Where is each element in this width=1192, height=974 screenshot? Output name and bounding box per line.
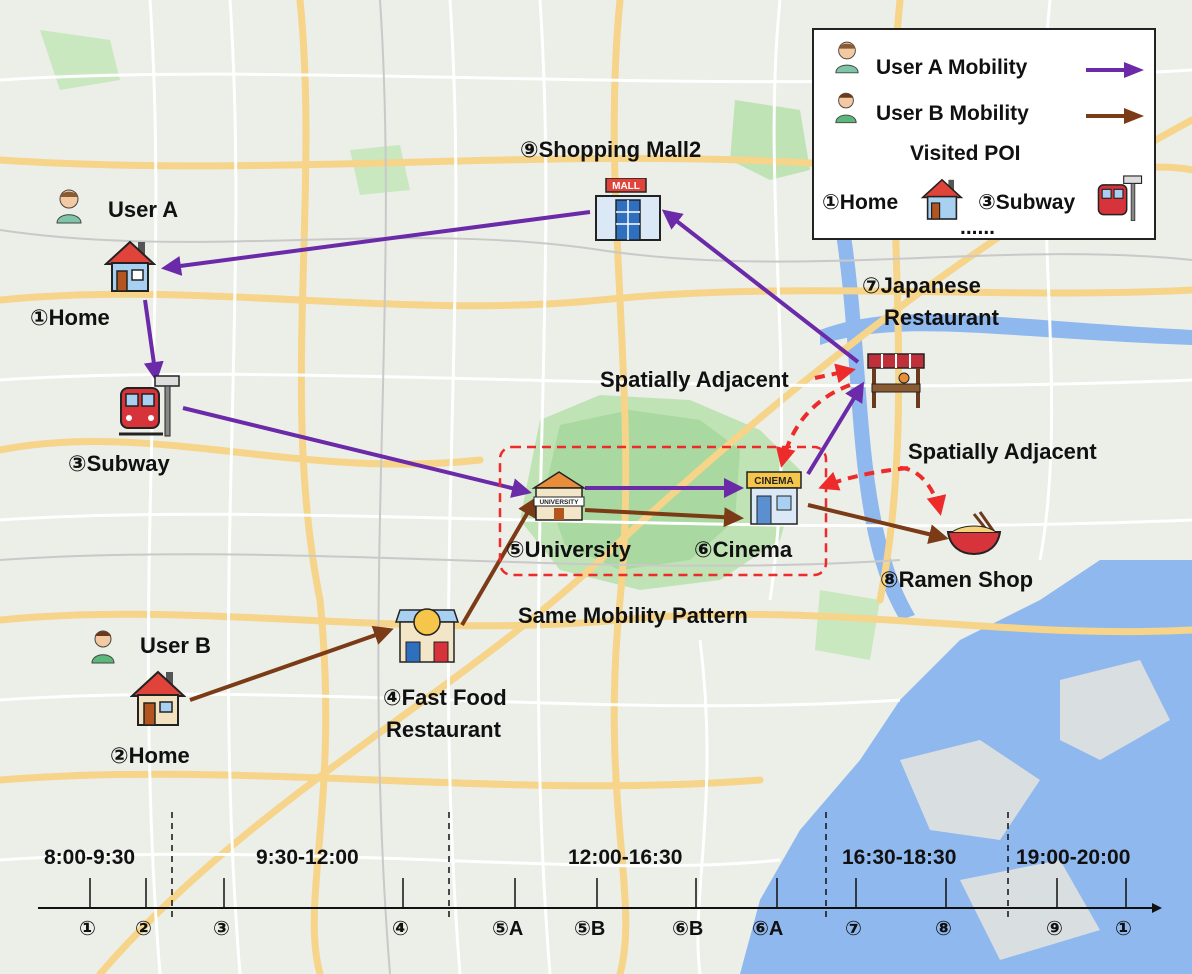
island-3 [960, 860, 1100, 960]
user-a-label: User A [108, 197, 179, 222]
tick-label: ① [79, 918, 96, 940]
poi-home-1-label: ①Home [30, 305, 110, 330]
spatially-adjacent-label-2: Spatially Adjacent [908, 439, 1097, 464]
mall-sign-text: MALL [612, 181, 640, 192]
tick-label: ⑦ [845, 918, 862, 940]
user-b-label: User B [140, 633, 211, 658]
university-icon: UNIVERSITY [531, 471, 587, 521]
poi-japanese-label-1: ⑦Japanese [862, 273, 981, 298]
user-a-legend-icon [835, 41, 859, 74]
period-3: 12:00-16:30 [568, 846, 683, 869]
cinema-icon: CINEMA [746, 471, 802, 525]
legend-subway: ③Subway [978, 191, 1076, 214]
period-5: 19:00-20:00 [1016, 846, 1131, 869]
user-a-arrow-subway-university [182, 406, 532, 498]
university-sign-text: UNIVERSITY [539, 499, 579, 506]
tick-label: ⑥B [672, 918, 704, 940]
user-b-legend-icon [835, 92, 857, 124]
home-icon [104, 240, 156, 292]
poi-fast-food-label-1: ④Fast Food [383, 685, 507, 710]
fast-food-icon [394, 608, 460, 663]
park-small-2 [815, 590, 880, 660]
user-a-arrow-mall-home [161, 210, 591, 276]
tick-label: ③ [213, 918, 230, 940]
adjacent-arrow-4 [899, 466, 947, 516]
river-2 [830, 200, 915, 620]
poi-fast-food-label-2: Restaurant [386, 717, 501, 742]
legend-user-a: User A Mobility [876, 56, 1028, 79]
period-2: 9:30-12:00 [256, 846, 359, 869]
tick-label: ⑧ [935, 918, 952, 940]
japanese-restaurant-icon [867, 353, 925, 408]
legend-visited-poi: Visited POI [910, 142, 1021, 165]
legend-more: ...... [960, 216, 996, 239]
legend-arrow-a-icon [1086, 62, 1144, 78]
legend-subway-icon [1097, 175, 1143, 221]
adjacent-arrow-2 [775, 383, 851, 468]
home-icon [130, 670, 186, 726]
same-pattern-label: Same Mobility Pattern [518, 603, 748, 628]
island-2 [1060, 660, 1170, 760]
tick-label: ⑤A [492, 918, 524, 940]
ramen-icon [946, 511, 1002, 556]
user-a-avatar-icon [56, 189, 82, 224]
user-b-arrow-fastfood-university [460, 496, 538, 627]
user-a-arrow-cinema-japanese [806, 381, 865, 476]
tick-label: ④ [392, 918, 409, 940]
legend-user-b: User B Mobility [876, 102, 1029, 125]
poi-mall-label: ⑨Shopping Mall2 [520, 137, 702, 162]
user-a-arrow-japanese-mall [661, 209, 860, 364]
park-small-1 [350, 145, 410, 195]
poi-ramen-label: ⑧Ramen Shop [880, 567, 1034, 592]
user-a-arrow-home-subway [143, 299, 164, 382]
tick-label: ② [135, 918, 152, 940]
poi-home-2-label: ②Home [110, 743, 190, 768]
tick-label: ⑨ [1046, 918, 1063, 940]
user-a-path [143, 209, 865, 498]
legend-arrow-b-icon [1086, 108, 1144, 124]
legend-home-icon [920, 178, 964, 220]
river-1 [820, 314, 1192, 345]
tick-label: ⑥A [752, 918, 784, 940]
poi-cinema-label: ⑥Cinema [694, 537, 793, 562]
subway-icon [119, 375, 180, 437]
spatially-adjacent-label-1: Spatially Adjacent [600, 367, 789, 392]
poi-university-label: ⑤University [506, 537, 632, 562]
cinema-sign-text: CINEMA [754, 476, 793, 487]
same-pattern-box [498, 445, 828, 577]
legend-home: ①Home [822, 191, 899, 214]
adjacent-arrow-3 [818, 466, 909, 491]
period-1: 8:00-9:30 [44, 846, 136, 869]
island-1 [900, 740, 1040, 840]
legend: User A Mobility User B Mobility Visited … [812, 28, 1156, 240]
user-b-arrow-cinema-ramen [807, 503, 949, 544]
user-b-path [189, 496, 949, 702]
shopping-mall-icon: MALL [595, 178, 661, 241]
user-b-arrow-university-cinema [584, 507, 744, 528]
adjacent-arrow-1 [814, 363, 856, 384]
adjacent-links [775, 363, 947, 516]
poi-japanese-label-2: Restaurant [884, 305, 999, 330]
tick-label: ⑤B [574, 918, 606, 940]
poi-subway-label: ③Subway [68, 451, 170, 476]
tick-label: ① [1115, 918, 1132, 940]
user-b-avatar-icon [91, 630, 115, 664]
user-b-arrow-home-fastfood [189, 625, 394, 702]
period-4: 16:30-18:30 [842, 846, 957, 869]
